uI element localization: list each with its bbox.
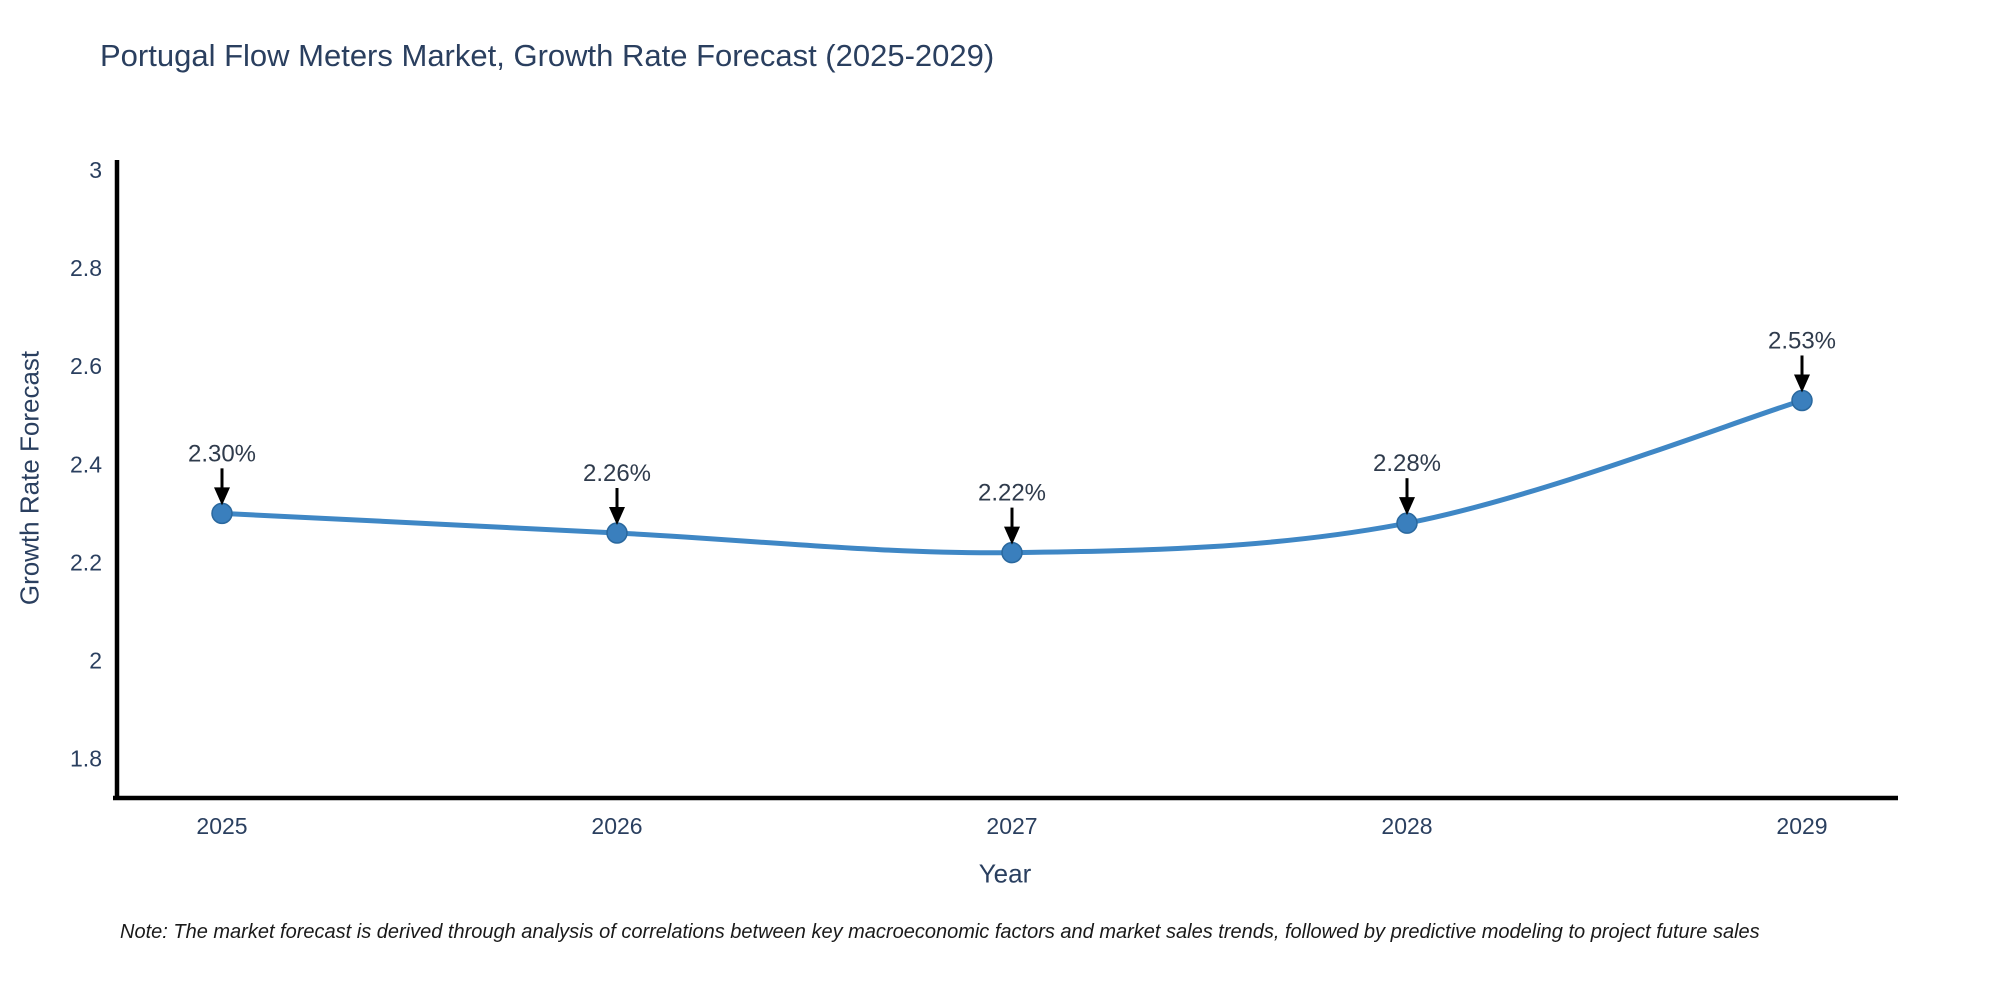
data-point-marker[interactable] [606, 522, 628, 544]
x-tick-label: 2028 [1381, 813, 1432, 839]
point-value-label: 2.53% [1768, 327, 1836, 354]
y-tick-label: 2.8 [70, 255, 102, 281]
data-point-marker[interactable] [211, 502, 233, 525]
annotation-arrowhead-icon [214, 487, 230, 506]
y-tick-label: 2.4 [70, 451, 102, 477]
x-axis-title: Year [978, 858, 1032, 889]
y-axis-title: Growth Rate Forecast [14, 350, 45, 606]
y-tick-label: 1.8 [70, 746, 102, 772]
data-point-marker[interactable] [1001, 541, 1023, 564]
x-tick-label: 2026 [591, 813, 642, 839]
annotation-arrowhead-icon [1004, 526, 1020, 545]
y-tick-label: 2.6 [70, 353, 102, 379]
y-tick-label: 2 [89, 648, 102, 674]
point-value-label: 2.22% [978, 480, 1046, 507]
point-value-label: 2.30% [188, 440, 256, 467]
annotation-arrowhead-icon [609, 506, 625, 525]
annotation-arrowhead-icon [1794, 374, 1810, 393]
point-value-label: 2.28% [1373, 450, 1441, 477]
data-point-marker[interactable] [1396, 512, 1418, 534]
chart-title: Portugal Flow Meters Market, Growth Rate… [100, 38, 995, 73]
x-tick-label: 2029 [1776, 813, 1827, 839]
chart-note: Note: The market forecast is derived thr… [120, 921, 1760, 943]
x-tick-label: 2025 [196, 813, 247, 839]
annotation-arrowhead-icon [1399, 497, 1415, 516]
x-tick-label: 2027 [986, 813, 1037, 839]
y-tick-label: 2.2 [70, 549, 102, 575]
data-point-marker[interactable] [1791, 389, 1813, 412]
y-tick-label: 3 [89, 157, 102, 183]
point-value-label: 2.26% [583, 460, 651, 487]
